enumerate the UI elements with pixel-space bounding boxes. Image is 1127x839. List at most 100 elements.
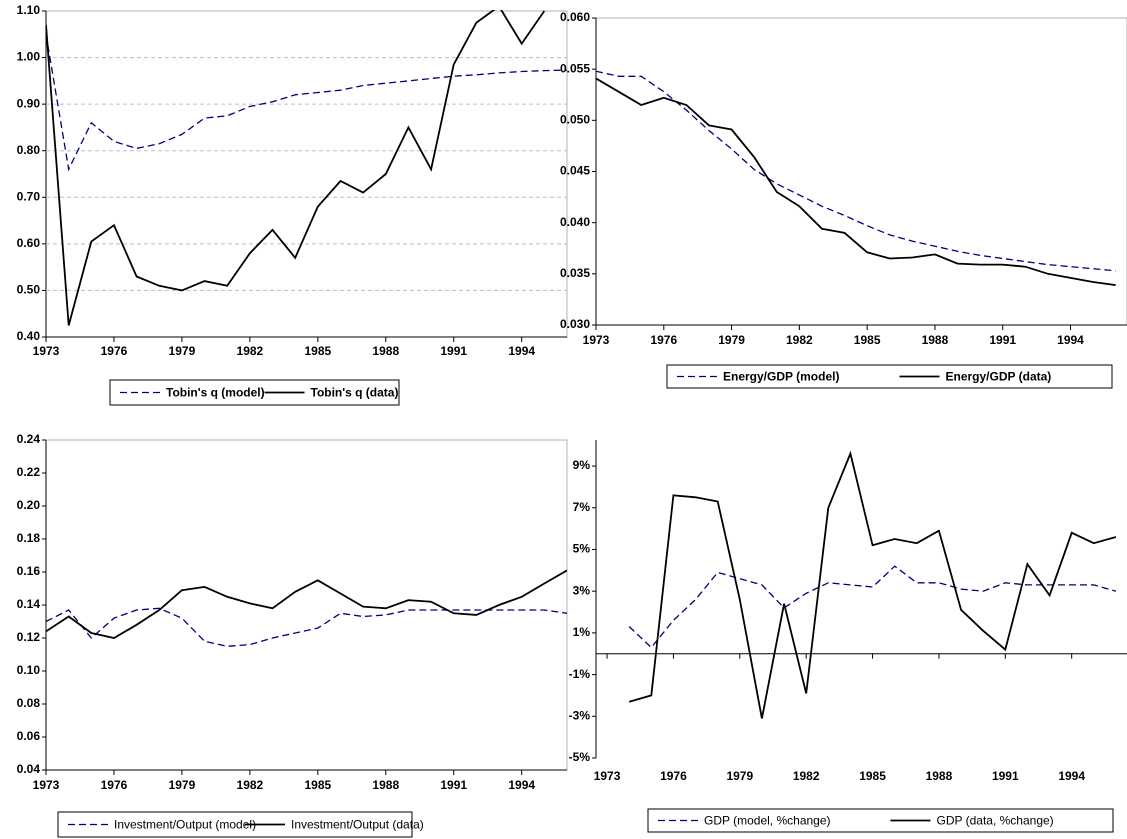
legend-label: Energy/GDP (model) — [723, 370, 839, 384]
x-tick-label: 1985 — [859, 769, 886, 783]
x-tick-label: 1982 — [237, 344, 264, 358]
x-tick-label: 1985 — [854, 333, 881, 347]
x-tick-label: 1991 — [440, 778, 467, 792]
x-tick-label: 1988 — [922, 333, 949, 347]
x-tick-label: 1985 — [304, 778, 331, 792]
y-tick-label: 0.04 — [17, 762, 41, 776]
legend: Investment/Output (model) Investment/Outp… — [57, 811, 424, 838]
legend-label: Energy/GDP (data) — [946, 370, 1052, 384]
x-tick-label: 1994 — [508, 778, 535, 792]
y-tick-label: 0.22 — [17, 465, 41, 479]
y-tick-label: 0.06 — [17, 729, 41, 743]
y-tick-label: 0.14 — [17, 597, 41, 611]
y-tick-label: 1.10 — [17, 3, 41, 17]
legend-label: GDP (model, %change) — [704, 814, 831, 828]
plot-frame — [595, 17, 1127, 326]
x-tick-label: 1994 — [1058, 769, 1085, 783]
y-tick-label: 0.050 — [560, 113, 590, 127]
x-tick-label: 1982 — [786, 333, 813, 347]
x-tick-label: 1976 — [101, 778, 128, 792]
x-tick-label: 1982 — [793, 769, 820, 783]
x-tick-label: 1973 — [33, 344, 60, 358]
y-tick-label: 0.20 — [17, 498, 41, 512]
y-tick-label: 9% — [573, 458, 591, 472]
legend: Energy/GDP (model) Energy/GDP (data) — [666, 364, 1113, 389]
x-tick-label: 1973 — [33, 778, 60, 792]
x-tick-label: 1994 — [508, 344, 535, 358]
y-tick-label: -3% — [569, 708, 591, 722]
y-tick-label: 0.90 — [17, 96, 41, 110]
legend: GDP (model, %change) GDP (data, %change) — [647, 808, 1114, 833]
series-line — [46, 10, 546, 326]
x-tick-label: 1979 — [718, 333, 745, 347]
chart-panel: -5% -3% -1% 1% 3% 5% 7% 9% 1973 1976 1979 1982 1985 1… — [569, 440, 1127, 833]
x-tick-label: 1979 — [726, 769, 753, 783]
y-tick-label: 0.045 — [560, 164, 590, 178]
y-tick-label: 0.030 — [560, 317, 590, 331]
plot-frame — [45, 439, 568, 771]
y-tick-label: 0.16 — [17, 564, 41, 578]
x-tick-label: 1991 — [440, 344, 467, 358]
tick-labels: -5% -3% -1% 1% 3% 5% 7% 9% 1973 1976 1979 1982 1985 1… — [569, 458, 1086, 783]
x-tick-label: 1976 — [650, 333, 677, 347]
y-tick-label: 0.055 — [560, 61, 590, 75]
y-tick-label: 7% — [573, 500, 591, 514]
legend-box — [57, 811, 413, 838]
y-tick-label: 0.040 — [560, 215, 590, 229]
series-line — [628, 450, 1117, 719]
series-line — [628, 565, 1117, 649]
x-tick-label: 1982 — [237, 778, 264, 792]
y-tick-label: 0.80 — [17, 143, 41, 157]
chart-panel: 0.04 0.06 0.08 0.10 0.12 0.14 0.16 0.18 0.20 0.22… — [17, 432, 568, 838]
y-tick-label: 5% — [573, 542, 591, 556]
y-tick-label: -1% — [569, 667, 591, 681]
x-tick-label: 1991 — [992, 769, 1019, 783]
y-tick-label: -5% — [569, 750, 591, 764]
y-tick-label: 0.50 — [17, 283, 41, 297]
x-tick-label: 1985 — [304, 344, 331, 358]
legend-box — [647, 808, 1114, 833]
series-line — [596, 77, 1116, 286]
x-tick-label: 1976 — [660, 769, 687, 783]
x-tick-label: 1973 — [583, 333, 610, 347]
chart-panel: 0.030 0.035 0.040 0.045 0.050 0.055 0.060 1973 1… — [560, 10, 1127, 389]
y-tick-label: 0.70 — [17, 189, 41, 203]
y-tick-label: 0.18 — [17, 531, 41, 545]
y-tick-label: 0.60 — [17, 236, 41, 250]
legend-box — [666, 364, 1113, 389]
legend-label: Tobin's q (model) — [166, 386, 265, 400]
x-tick-label: 1979 — [169, 778, 196, 792]
x-tick-label: 1994 — [1057, 333, 1084, 347]
tick-labels: 0.04 0.06 0.08 0.10 0.12 0.14 0.16 0.18 0.20 0.22… — [17, 432, 536, 792]
plot-frame — [45, 10, 568, 338]
x-tick-label: 1988 — [372, 344, 399, 358]
y-tick-label: 0.24 — [17, 432, 41, 446]
series-line — [46, 569, 567, 639]
legend-label: Tobin's q (data) — [311, 386, 399, 400]
series-line — [46, 607, 567, 647]
y-tick-label: 0.035 — [560, 266, 590, 280]
legend: Tobin's q (model) Tobin's q (data) — [109, 379, 400, 406]
x-tick-label: 1988 — [372, 778, 399, 792]
legend-label: GDP (data, %change) — [937, 814, 1054, 828]
y-tick-label: 1.00 — [17, 50, 41, 64]
y-tick-label: 3% — [573, 583, 591, 597]
legend-label: Investment/Output (model) — [114, 818, 256, 832]
x-tick-label: 1973 — [594, 769, 621, 783]
y-tick-label: 0.060 — [560, 10, 590, 24]
tick-labels: 0.40 0.50 0.60 0.70 0.80 0.90 1.00 1.10 1973 1976… — [17, 3, 536, 358]
y-tick-label: 1% — [573, 625, 591, 639]
y-tick-label: 0.08 — [17, 696, 41, 710]
x-tick-label: 1988 — [926, 769, 953, 783]
y-tick-label: 0.12 — [17, 630, 41, 644]
y-tick-label: 0.40 — [17, 329, 41, 343]
y-tick-label: 0.10 — [17, 663, 41, 677]
x-tick-label: 1991 — [989, 333, 1016, 347]
legend-label: Investment/Output (data) — [291, 818, 424, 832]
chart-panel: 0.40 0.50 0.60 0.70 0.80 0.90 1.00 1.10 1973 1976… — [17, 3, 568, 406]
x-tick-label: 1976 — [101, 344, 128, 358]
series-line — [596, 70, 1116, 272]
series-line — [46, 34, 567, 172]
x-tick-label: 1979 — [169, 344, 196, 358]
